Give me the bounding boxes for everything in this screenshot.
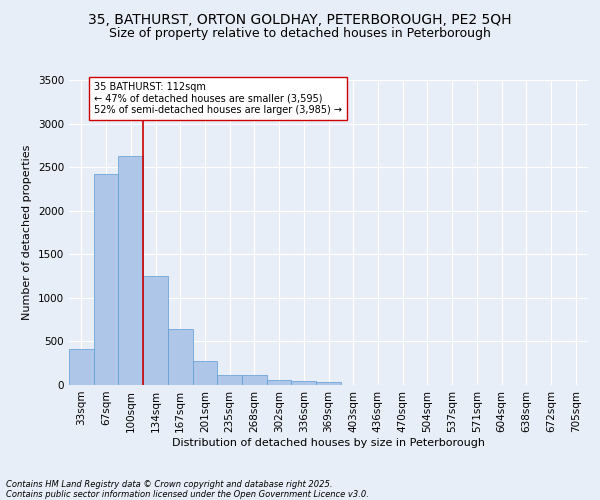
Bar bbox=[168, 329, 193, 385]
Bar bbox=[242, 376, 267, 385]
Bar bbox=[118, 156, 143, 385]
Bar bbox=[94, 174, 118, 385]
Bar bbox=[292, 380, 316, 385]
Text: Contains HM Land Registry data © Crown copyright and database right 2025.: Contains HM Land Registry data © Crown c… bbox=[6, 480, 332, 489]
Bar bbox=[143, 276, 168, 385]
Text: 35 BATHURST: 112sqm
← 47% of detached houses are smaller (3,595)
52% of semi-det: 35 BATHURST: 112sqm ← 47% of detached ho… bbox=[94, 82, 342, 115]
Bar bbox=[217, 376, 242, 385]
X-axis label: Distribution of detached houses by size in Peterborough: Distribution of detached houses by size … bbox=[172, 438, 485, 448]
Y-axis label: Number of detached properties: Number of detached properties bbox=[22, 145, 32, 320]
Text: Size of property relative to detached houses in Peterborough: Size of property relative to detached ho… bbox=[109, 28, 491, 40]
Text: Contains public sector information licensed under the Open Government Licence v3: Contains public sector information licen… bbox=[6, 490, 369, 499]
Bar bbox=[69, 350, 94, 385]
Text: 35, BATHURST, ORTON GOLDHAY, PETERBOROUGH, PE2 5QH: 35, BATHURST, ORTON GOLDHAY, PETERBOROUG… bbox=[88, 12, 512, 26]
Bar bbox=[316, 382, 341, 385]
Bar bbox=[267, 380, 292, 385]
Bar bbox=[193, 362, 217, 385]
